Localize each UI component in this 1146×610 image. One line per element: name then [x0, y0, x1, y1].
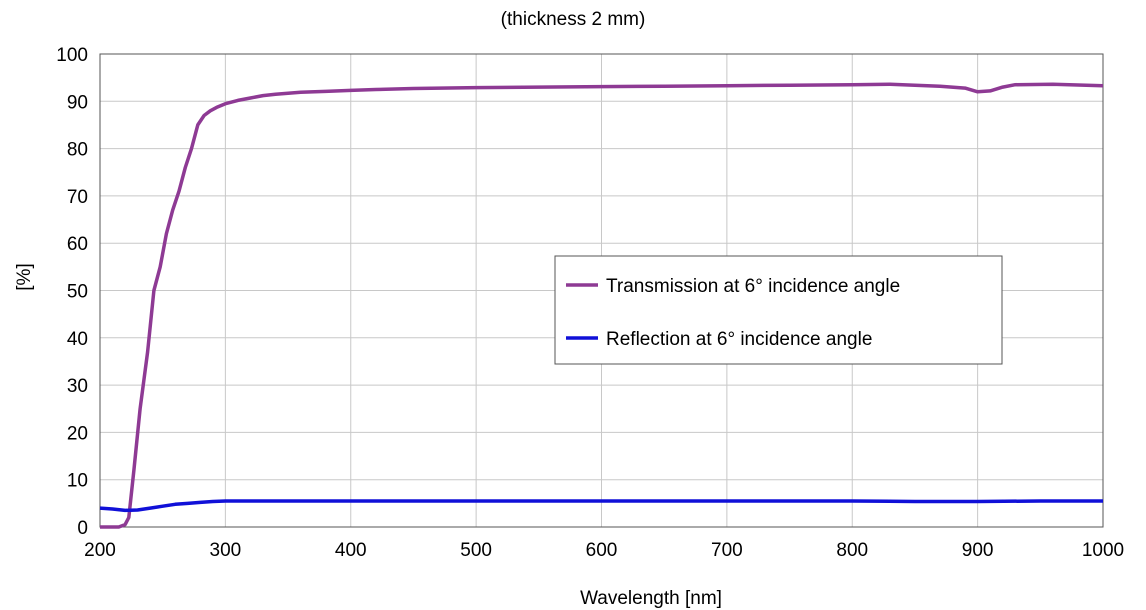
y-tick-label: 20	[67, 423, 88, 444]
chart-title: (thickness 2 mm)	[501, 9, 646, 30]
y-tick-label: 70	[67, 187, 88, 208]
x-tick-label: 200	[84, 540, 116, 561]
y-tick-label: 100	[56, 45, 88, 66]
legend-label-reflection: Reflection at 6° incidence angle	[606, 329, 872, 350]
y-tick-label: 80	[67, 140, 88, 161]
y-tick-label: 50	[67, 282, 88, 303]
y-tick-label: 0	[77, 518, 88, 539]
x-tick-label: 400	[335, 540, 367, 561]
y-tick-label: 60	[67, 234, 88, 255]
y-tick-label: 30	[67, 376, 88, 397]
y-tick-label: 90	[67, 92, 88, 113]
legend-box	[554, 255, 1003, 365]
x-tick-label: 300	[210, 540, 242, 561]
series-line-transmission	[100, 82, 1104, 529]
x-axis-ticks: 200 300 400 500 600 700 800 900 1000	[84, 540, 1124, 561]
x-tick-label: 800	[836, 540, 868, 561]
x-tick-label: 1000	[1082, 540, 1124, 561]
x-axis-label: Wavelength [nm]	[580, 588, 722, 609]
y-tick-label: 10	[67, 471, 88, 492]
x-tick-label: 900	[962, 540, 994, 561]
x-tick-label: 600	[586, 540, 618, 561]
legend-label-transmission: Transmission at 6° incidence angle	[606, 276, 900, 297]
x-tick-label: 700	[711, 540, 743, 561]
y-axis-ticks: 0 10 20 30 40 50 60 70 80 90 100	[56, 45, 88, 539]
series-lines	[99, 82, 1104, 529]
series-line-reflection	[99, 499, 1103, 513]
y-tick-label: 40	[67, 329, 88, 350]
plot-area-frame	[99, 53, 1104, 528]
y-axis-label: [%]	[14, 263, 35, 290]
x-tick-label: 500	[460, 540, 492, 561]
legend: Transmission at 6° incidence angle Refle…	[554, 255, 1003, 365]
